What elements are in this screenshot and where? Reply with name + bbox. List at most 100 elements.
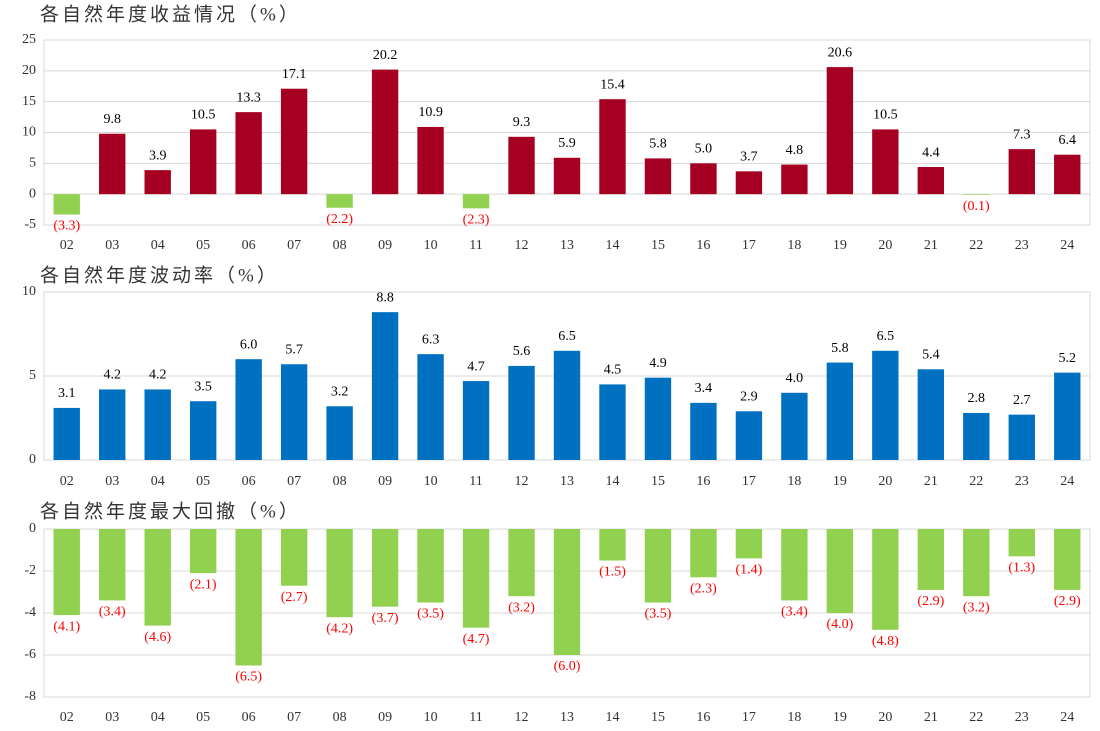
- data-label: (6.5): [235, 670, 262, 685]
- bar: [735, 171, 763, 195]
- data-label: 10.5: [873, 108, 898, 123]
- bar: [826, 67, 854, 195]
- x-tick-label: 15: [651, 238, 665, 253]
- x-tick-label: 08: [333, 474, 347, 489]
- bar: [235, 529, 262, 666]
- data-label: 4.5: [604, 363, 622, 378]
- y-tick-label: -8: [24, 689, 36, 704]
- data-label: 5.9: [558, 136, 576, 151]
- x-tick-label: 15: [651, 710, 665, 725]
- y-tick-label: -5: [24, 217, 36, 232]
- bar: [1054, 529, 1081, 590]
- bar: [189, 529, 217, 574]
- x-tick-label: 04: [151, 710, 165, 725]
- data-label: 2.8: [968, 391, 986, 406]
- x-tick-label: 11: [469, 474, 482, 489]
- data-label: 8.8: [376, 290, 394, 305]
- x-tick-label: 19: [833, 710, 847, 725]
- x-tick-label: 04: [151, 238, 165, 253]
- data-label: (2.3): [690, 582, 717, 597]
- data-label: (3.5): [645, 607, 672, 622]
- x-tick-label: 24: [1060, 710, 1074, 725]
- data-label: (2.7): [281, 590, 308, 605]
- bar: [417, 126, 444, 195]
- data-label: (4.6): [144, 630, 171, 645]
- bar: [553, 157, 581, 195]
- x-tick-label: 17: [742, 474, 756, 489]
- x-tick-label: 17: [742, 710, 756, 725]
- x-tick-label: 22: [969, 474, 983, 489]
- data-label: (6.0): [554, 659, 581, 674]
- bar: [462, 194, 490, 209]
- data-label: (2.2): [326, 212, 353, 227]
- data-label: 5.6: [513, 344, 531, 359]
- data-label: 9.3: [513, 115, 531, 130]
- bar: [235, 359, 262, 460]
- x-tick-label: 23: [1015, 238, 1029, 253]
- y-tick-label: 15: [22, 94, 36, 109]
- bar: [690, 402, 717, 460]
- bar: [508, 136, 535, 195]
- x-tick-label: 13: [560, 474, 574, 489]
- data-label: 3.4: [695, 381, 713, 396]
- y-tick-label: 25: [22, 32, 36, 47]
- bar: [644, 377, 672, 460]
- x-tick-label: 16: [696, 238, 710, 253]
- bar: [280, 529, 308, 586]
- bar: [144, 170, 171, 195]
- chart-title: 各自然年度最大回撤（%）: [40, 500, 301, 522]
- bar: [235, 112, 262, 195]
- bar: [189, 129, 217, 195]
- bar: [599, 99, 626, 195]
- chart-title: 各自然年度收益情况（%）: [40, 3, 301, 25]
- x-tick-label: 10: [424, 474, 438, 489]
- x-tick-label: 22: [969, 710, 983, 725]
- data-label: 5.8: [831, 341, 849, 356]
- chart-title: 各自然年度波动率（%）: [40, 264, 279, 286]
- data-label: 6.4: [1059, 133, 1077, 148]
- bar: [963, 412, 990, 460]
- bar: [508, 365, 535, 460]
- data-label: 6.5: [558, 329, 576, 344]
- bar: [826, 529, 854, 613]
- y-tick-label: 5: [29, 368, 36, 383]
- data-label: 17.1: [282, 67, 307, 82]
- x-tick-label: 05: [196, 238, 210, 253]
- data-label: (0.1): [963, 199, 990, 214]
- bar: [99, 133, 126, 195]
- bar: [280, 88, 308, 195]
- bar: [1008, 529, 1035, 557]
- x-tick-label: 05: [196, 710, 210, 725]
- data-label: (2.1): [190, 577, 217, 592]
- x-tick-label: 23: [1015, 710, 1029, 725]
- x-tick-label: 14: [605, 710, 619, 725]
- bar: [690, 163, 717, 195]
- data-label: 4.0: [786, 371, 804, 386]
- x-tick-label: 05: [196, 474, 210, 489]
- x-tick-label: 16: [696, 710, 710, 725]
- x-tick-label: 09: [378, 238, 392, 253]
- x-tick-label: 07: [287, 474, 301, 489]
- data-label: (3.2): [963, 600, 990, 615]
- bar: [963, 194, 990, 195]
- x-tick-label: 18: [787, 474, 801, 489]
- bar: [462, 529, 490, 628]
- data-label: 3.7: [740, 150, 758, 165]
- x-tick-label: 10: [424, 710, 438, 725]
- bar: [371, 312, 399, 460]
- y-tick-label: 20: [22, 63, 36, 78]
- bar: [326, 194, 353, 208]
- bar: [99, 529, 126, 601]
- bar: [644, 158, 672, 195]
- data-label: (4.7): [463, 632, 490, 647]
- data-label: 6.0: [240, 337, 258, 352]
- data-label: 7.3: [1013, 127, 1031, 142]
- x-tick-label: 06: [242, 238, 256, 253]
- x-tick-label: 16: [696, 474, 710, 489]
- bar: [144, 389, 171, 460]
- data-label: 9.8: [103, 112, 121, 127]
- y-tick-label: 0: [29, 521, 36, 536]
- data-label: (3.5): [417, 607, 444, 622]
